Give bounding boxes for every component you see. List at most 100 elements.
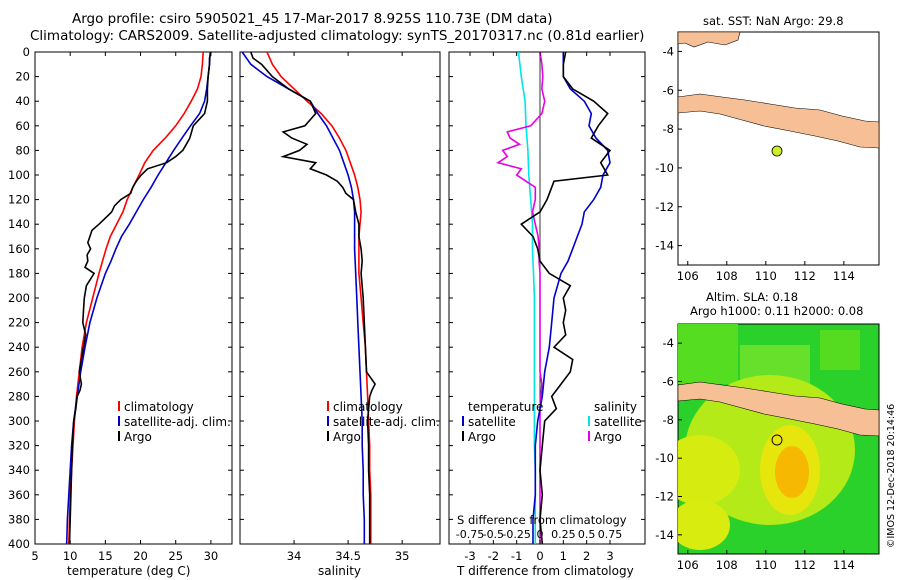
legend-label-climatology: climatology: [124, 400, 194, 414]
depth-tick-label: 40: [15, 94, 30, 108]
sla-patch: [678, 435, 740, 505]
temperature-x-tick-label: 15: [98, 549, 113, 563]
salinity-argo-line: [250, 52, 377, 544]
depth-tick-label: 0: [23, 45, 30, 59]
temperature-panel-frame: [34, 51, 233, 545]
sst-map-lon-label: 112: [794, 269, 816, 283]
s-difference-tick-label: 0: [537, 528, 544, 541]
salinity-x-axis: 34 34.5 35: [287, 52, 410, 563]
sla-land-java: [678, 381, 879, 437]
s-difference-axis-label: S difference from climatology: [457, 513, 627, 527]
sla-map-lat-label: -14: [655, 528, 674, 542]
sla-map-title-line1: Altim. SLA: 0.18: [706, 290, 799, 304]
sst-map-lon-label: 106: [677, 269, 699, 283]
difference-t-argo-line: [520, 52, 612, 544]
difference-legend-temperature: temperature satellite Argo: [462, 400, 543, 444]
sst-map-title: sat. SST: NaN Argo: 29.8: [703, 14, 844, 28]
difference-legend-salinity: salinity satellite Argo: [588, 400, 642, 444]
legend-label-t-argo: Argo: [468, 430, 496, 444]
difference-x-tick-label: 0: [536, 549, 543, 563]
s-difference-tick-label: -0.75: [456, 528, 484, 541]
difference-x-tick-label: -2: [488, 549, 499, 563]
sst-map-lat-label: -12: [655, 200, 674, 214]
sla-positive-anomaly: [775, 446, 809, 498]
temperature-x-tick-label: 30: [204, 549, 219, 563]
temperature-argo-line: [68, 52, 212, 544]
sla-map-axes: 106 108 110 112 114 -4 -6 -8 -10 -12 -14: [655, 336, 855, 572]
temperature-legend: climatology satellite-adj. clim. Argo: [118, 400, 231, 444]
sst-map-lon-label: 114: [833, 269, 855, 283]
depth-tick-label: 200: [8, 291, 30, 305]
temperature-x-tick-label: 5: [31, 549, 38, 563]
plot-title-line1: Argo profile: csiro 5905021_45 17-Mar-20…: [72, 11, 553, 27]
sst-float-marker: [771, 145, 783, 157]
temperature-x-axis: 5 10 15 20 25 30: [31, 52, 218, 563]
depth-tick-label: 340: [8, 463, 30, 477]
temperature-x-tick-label: 25: [168, 549, 183, 563]
legend-label-satellite: satellite-adj. clim.: [124, 415, 231, 429]
difference-axis-label: T difference from climatology: [456, 564, 634, 578]
legend-label-argo: Argo: [333, 430, 361, 444]
depth-tick-label: 260: [8, 365, 30, 379]
salinity-legend: climatology satellite-adj. clim. Argo: [327, 400, 440, 444]
sla-map-lon-label: 114: [833, 558, 855, 572]
depth-tick-label: 240: [8, 340, 30, 354]
legend-label-climatology: climatology: [333, 400, 403, 414]
sla-map-lon-label: 110: [755, 558, 777, 572]
difference-series: [496, 52, 612, 544]
sst-map-lon-label: 110: [755, 269, 777, 283]
temperature-axis-label: temperature (deg C): [67, 564, 190, 578]
sla-map-lat-label: -8: [663, 413, 674, 427]
legend-label-s-satellite: satellite: [594, 415, 642, 429]
salinity-x-tick-label: 35: [395, 549, 410, 563]
sst-map-lat-label: -8: [663, 122, 674, 136]
s-difference-tick-label: -0.25: [502, 528, 530, 541]
sst-map-axes: 106 108 110 112 114 -4 -6 -8 -10 -12 -14: [655, 44, 855, 283]
sla-map-title-line2: Argo h1000: 0.11 h2000: 0.08: [690, 304, 864, 318]
sla-map-lon-label: 108: [716, 558, 738, 572]
depth-tick-label: 140: [8, 217, 30, 231]
sla-map: 106 108 110 112 114 -4 -6 -8 -10 -12 -14: [655, 323, 880, 572]
temperature-series: [65, 52, 212, 544]
salinity-series: [241, 52, 377, 544]
salinity-climatology-line: [266, 52, 372, 544]
salinity-x-tick-label: 34.5: [335, 549, 361, 563]
salinity-axis-label: salinity: [318, 564, 361, 578]
depth-tick-label: 360: [8, 488, 30, 502]
difference-x-tick-label: -3: [464, 549, 475, 563]
depth-tick-label: 320: [8, 439, 30, 453]
sst-land-borneo: [678, 32, 741, 48]
temperature-x-tick-label: 10: [63, 549, 78, 563]
depth-tick-label: 180: [8, 266, 30, 280]
difference-x-tick-label: 1: [560, 549, 567, 563]
depth-tick-label: 120: [8, 193, 30, 207]
difference-x-tick-label: 2: [583, 549, 590, 563]
s-difference-tick-label: 0.5: [578, 528, 596, 541]
salinity-x-tick-label: 34: [287, 549, 302, 563]
depth-tick-label: 380: [8, 512, 30, 526]
depth-tick-label: 300: [8, 414, 30, 428]
sla-float-marker: [771, 434, 783, 446]
depth-tick-label: 60: [15, 119, 30, 133]
sla-patch: [678, 324, 738, 384]
difference-x-axis: -3 -2 -1 0 1 2 3 -0.75-0.5-0.25 0 0.25 0.5 0.75: [456, 52, 622, 563]
salinity-panel-frame: [239, 51, 441, 545]
s-difference-tick-label: 0.25: [551, 528, 576, 541]
depth-tick-label: 160: [8, 242, 30, 256]
difference-x-tick-label: -1: [511, 549, 522, 563]
legend-label-t-satellite: satellite: [468, 415, 516, 429]
sst-map-lat-label: -14: [655, 239, 674, 253]
legend-title-salinity: salinity: [594, 400, 637, 414]
sla-map-lon-label: 106: [677, 558, 699, 572]
plot-title-line2: Climatology: CARS2009. Satellite-adjuste…: [30, 28, 645, 44]
depth-tick-label: 80: [15, 143, 30, 157]
sla-patch: [678, 500, 730, 550]
legend-label-argo: Argo: [124, 430, 152, 444]
sst-map-lat-label: -6: [663, 83, 674, 97]
sla-map-lon-label: 112: [794, 558, 816, 572]
difference-t-satellite-line: [532, 52, 611, 544]
sst-land-java: [678, 93, 879, 149]
difference-x-tick-label: 3: [606, 549, 613, 563]
sst-map-lon-label: 108: [716, 269, 738, 283]
sla-map-lat-label: -6: [663, 375, 674, 389]
